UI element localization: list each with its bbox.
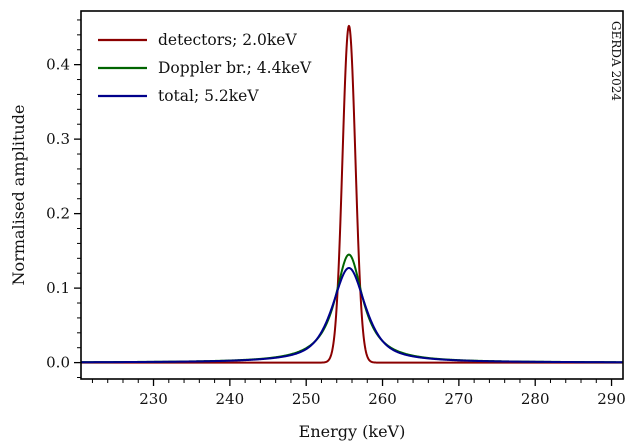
legend-label-3: total; 5.2keV: [158, 87, 259, 105]
x-tick-label: 250: [292, 390, 321, 408]
x-tick-label: 230: [139, 390, 168, 408]
x-tick-label: 280: [521, 390, 550, 408]
x-tick-label: 290: [597, 390, 626, 408]
y-tick-label: 0.3: [46, 130, 70, 148]
tick-layer: 230 240 250 260 270 280 290 0.0 0.1 0.2 0.3 0.4: [46, 19, 626, 408]
y-tick-label: 0.1: [46, 279, 70, 297]
x-tick-label: 240: [216, 390, 245, 408]
series-line-3: [80, 267, 624, 364]
plot-frame: [80, 10, 624, 380]
x-axis-label: Energy (keV): [299, 422, 406, 441]
legend: detectors; 2.0keV Doppler br.; 4.4keV tota…: [98, 31, 312, 105]
y-tick-label: 0.0: [46, 354, 70, 372]
gerda-annotation: GERDA 2024: [609, 21, 623, 101]
y-axis-label: Normalised amplitude: [9, 105, 28, 286]
x-tick-label: 270: [445, 390, 474, 408]
legend-label-2: Doppler br.; 4.4keV: [158, 59, 312, 77]
x-tick-label: 260: [368, 390, 397, 408]
legend-label-1: detectors; 2.0keV: [158, 31, 297, 49]
series-layer: [80, 24, 624, 364]
y-tick-label: 0.2: [46, 205, 70, 223]
y-tick-label: 0.4: [46, 56, 70, 74]
